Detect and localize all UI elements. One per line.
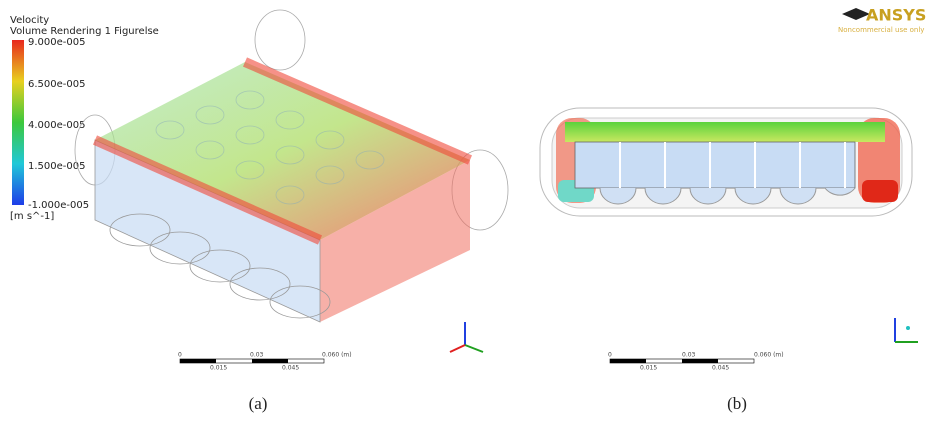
scale-bar: 0 0.03 0.060 (m) 0.015 0.045: [178, 352, 352, 372]
scale-label: 0.045: [712, 365, 729, 372]
scale-block: [682, 359, 718, 363]
legend-label: 1.500e-005: [28, 161, 85, 172]
scale-bar: 0 0.03 0.060 (m) 0.015 0.045: [608, 352, 784, 372]
scale-label: 0.015: [640, 365, 657, 372]
legend-label: -1.000e-005: [28, 200, 89, 211]
scale-label: 0.045: [282, 365, 299, 372]
axis-triad: [450, 322, 483, 352]
scale-label: 0: [608, 352, 612, 359]
legend-label: 6.500e-005: [28, 79, 85, 90]
legend-title: Velocity: [10, 15, 49, 26]
color-bar: [12, 40, 24, 205]
legend-label: 4.000e-005: [28, 120, 85, 131]
section-view: [540, 108, 912, 216]
volume-render: [75, 10, 508, 322]
scale-label: 0: [178, 352, 182, 359]
legend-subtitle: Volume Rendering 1 Figurelse: [10, 26, 159, 37]
legend-unit: [m s^-1]: [10, 211, 54, 222]
logo-name: ANSYS: [866, 6, 926, 25]
scale-block: [180, 359, 216, 363]
scale-label: 0.03: [682, 352, 696, 359]
scale-block: [610, 359, 646, 363]
logo: ANSYS Noncommercial use only: [838, 6, 926, 35]
scale-label: 0.060 (m): [322, 352, 352, 359]
caption: (b): [727, 394, 747, 413]
scale-block: [252, 359, 288, 363]
scale-label: 0.03: [250, 352, 264, 359]
legend-label: 9.000e-005: [28, 37, 85, 48]
caption: (a): [249, 394, 268, 413]
axis-triad: [895, 318, 918, 342]
scale-label: 0.015: [210, 365, 227, 372]
scale-label: 0.060 (m): [754, 352, 784, 359]
logo-note: Noncommercial use only: [838, 26, 924, 34]
figure: Velocity Volume Rendering 1 Figurelse 9.…: [0, 0, 926, 423]
